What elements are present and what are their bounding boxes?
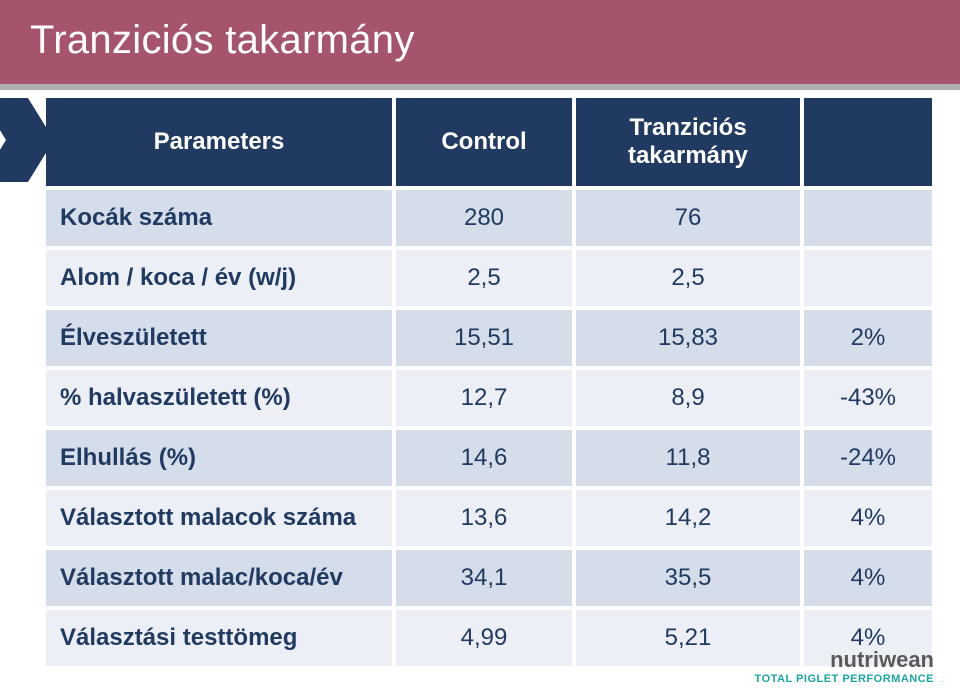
cell-tranz: 76 — [574, 188, 802, 248]
data-table: Parameters Control Tranziciós takarmány … — [46, 98, 932, 666]
title-band: Tranziciós takarmány — [0, 0, 960, 84]
table-row: Élveszületett 15,51 15,83 2% — [46, 308, 932, 368]
cell-param: Élveszületett — [46, 308, 394, 368]
cell-control: 280 — [394, 188, 574, 248]
table-row: Alom / koca / év (w/j) 2,5 2,5 — [46, 248, 932, 308]
cell-param: Választott malacok száma — [46, 488, 394, 548]
cell-delta: -43% — [802, 368, 932, 428]
slide: Tranziciós takarmány Parameters Control … — [0, 0, 960, 695]
cell-tranz: 35,5 — [574, 548, 802, 608]
cell-control: 2,5 — [394, 248, 574, 308]
cell-param: Kocák száma — [46, 188, 394, 248]
cell-control: 4,99 — [394, 608, 574, 666]
col-header-delta — [802, 98, 932, 188]
cell-delta — [802, 188, 932, 248]
cell-tranz: 15,83 — [574, 308, 802, 368]
cell-control: 14,6 — [394, 428, 574, 488]
cell-param: Elhullás (%) — [46, 428, 394, 488]
footer-brand: nutriwean TOTAL PIGLET PERFORMANCE — [755, 649, 934, 685]
slide-title: Tranziciós takarmány — [0, 0, 960, 63]
table-row: Választott malacok száma 13,6 14,2 4% — [46, 488, 932, 548]
table-row: Elhullás (%) 14,6 11,8 -24% — [46, 428, 932, 488]
data-table-container: Parameters Control Tranziciós takarmány … — [46, 98, 932, 666]
col-header-control: Control — [394, 98, 574, 188]
cell-control: 12,7 — [394, 368, 574, 428]
table-header-row: Parameters Control Tranziciós takarmány — [46, 98, 932, 188]
cell-param: Választási testtömeg — [46, 608, 394, 666]
cell-delta: 4% — [802, 488, 932, 548]
col-header-parameters: Parameters — [46, 98, 394, 188]
cell-tranz: 14,2 — [574, 488, 802, 548]
table-row: Választott malac/koca/év 34,1 35,5 4% — [46, 548, 932, 608]
title-shadow — [0, 84, 960, 90]
cell-param: Alom / koca / év (w/j) — [46, 248, 394, 308]
cell-control: 34,1 — [394, 548, 574, 608]
col-header-tranzicios: Tranziciós takarmány — [574, 98, 802, 188]
cell-delta: 2% — [802, 308, 932, 368]
cell-control: 15,51 — [394, 308, 574, 368]
cell-param: Választott malac/koca/év — [46, 548, 394, 608]
cell-delta — [802, 248, 932, 308]
cell-tranz: 8,9 — [574, 368, 802, 428]
brand-logo-text: nutriwean — [755, 649, 934, 671]
cell-tranz: 11,8 — [574, 428, 802, 488]
cell-tranz: 2,5 — [574, 248, 802, 308]
cell-delta: 4% — [802, 548, 932, 608]
table-row: % halvaszületett (%) 12,7 8,9 -43% — [46, 368, 932, 428]
cell-delta: -24% — [802, 428, 932, 488]
cell-param: % halvaszületett (%) — [46, 368, 394, 428]
table-row: Kocák száma 280 76 — [46, 188, 932, 248]
cell-control: 13,6 — [394, 488, 574, 548]
brand-tagline: TOTAL PIGLET PERFORMANCE — [755, 673, 934, 685]
